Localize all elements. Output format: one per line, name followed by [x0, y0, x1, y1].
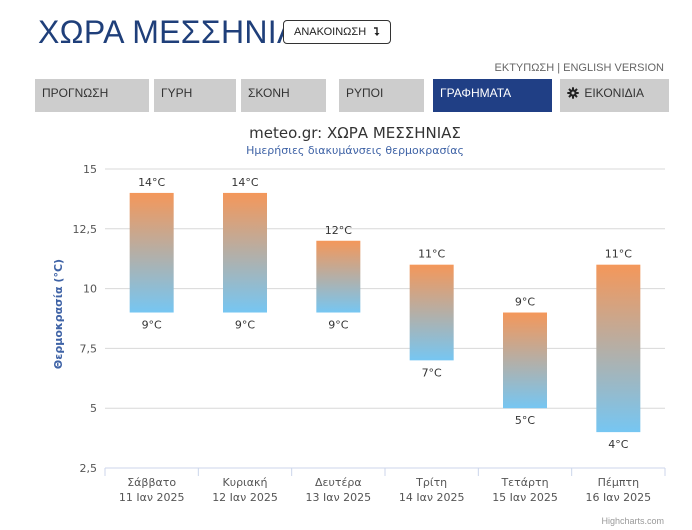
min-temp-label: 9°C — [235, 319, 255, 332]
x-tick-label-day: Κυριακή — [223, 476, 268, 489]
arrow-down-icon — [374, 27, 380, 36]
min-temp-label: 9°C — [142, 319, 162, 332]
temp-range-bar — [316, 240, 361, 313]
max-temp-label: 12°C — [325, 224, 352, 237]
temp-range-bar — [596, 264, 641, 433]
x-tick-label-date: 13 Ιαν 2025 — [306, 491, 372, 504]
announcement-button[interactable]: ΑΝΑΚΟΙΝΩΣΗ — [283, 20, 392, 44]
temp-range-bar — [129, 192, 174, 313]
y-tick-label: 12,5 — [73, 223, 98, 236]
gear-icon — [567, 87, 579, 99]
page-title: ΧΩΡΑ ΜΕΣΣΗΝΙΑΣ — [38, 14, 319, 50]
temperature-chart: meteo.gr: ΧΩΡΑ ΜΕΣΣΗΝΙΑΣ Ημερήσιες διακυ… — [52, 124, 666, 504]
y-tick-label: 7,5 — [80, 342, 98, 355]
print-link[interactable]: ΕΚΤΥΠΩΣΗ — [494, 62, 555, 74]
tab-label: ΓΡΑΦΗΜΑΤΑ — [440, 86, 512, 100]
y-tick-label: 2,5 — [80, 462, 98, 475]
x-tick-label-date: 16 Ιαν 2025 — [586, 491, 652, 504]
min-temp-label: 7°C — [422, 366, 442, 379]
max-temp-label: 11°C — [605, 248, 632, 261]
tab-pollen[interactable]: ΓΥΡΗ — [154, 79, 236, 112]
chart-credits[interactable]: Highcharts.com — [601, 516, 664, 526]
tab-label: ΣΚΟΝΗ — [248, 86, 290, 100]
tab-charts[interactable]: ΓΡΑΦΗΜΑΤΑ — [433, 79, 552, 112]
x-tick-label-day: Δευτέρα — [315, 476, 362, 489]
min-temp-label: 4°C — [608, 438, 628, 451]
y-tick-label: 10 — [83, 283, 97, 296]
min-temp-label: 9°C — [328, 319, 348, 332]
tab-icons[interactable]: ΕΙΚΟΝΙΔΙΑ — [560, 79, 669, 112]
x-tick-label-date: 15 Ιαν 2025 — [492, 491, 558, 504]
y-tick-label: 15 — [83, 163, 97, 176]
y-tick-label: 5 — [90, 402, 97, 415]
min-temp-label: 5°C — [515, 414, 535, 427]
temp-range-bar — [409, 264, 454, 361]
link-separator: | — [557, 62, 561, 74]
top-links: ΕΚΤΥΠΩΣΗ | ENGLISH VERSION — [495, 62, 664, 74]
tab-label: ΓΥΡΗ — [161, 86, 193, 100]
chart-title: meteo.gr: ΧΩΡΑ ΜΕΣΣΗΝΙΑΣ — [249, 124, 461, 142]
x-tick-label-day: Τετάρτη — [500, 476, 548, 489]
x-tick-label-day: Σάββατο — [127, 476, 176, 489]
x-tick-label-date: 11 Ιαν 2025 — [119, 491, 185, 504]
chart-subtitle: Ημερήσιες διακυμάνσεις θερμοκρασίας — [246, 144, 464, 157]
y-axis-title: Θερμοκρασία (°C) — [52, 259, 65, 369]
english-version-link[interactable]: ENGLISH VERSION — [563, 62, 664, 74]
x-tick-label-date: 14 Ιαν 2025 — [399, 491, 465, 504]
max-temp-label: 14°C — [231, 176, 258, 189]
chart-area: meteo.gr: ΧΩΡΑ ΜΕΣΣΗΝΙΑΣ Ημερήσιες διακυ… — [0, 118, 692, 530]
temp-range-bar — [503, 312, 547, 409]
max-temp-label: 14°C — [138, 176, 165, 189]
tab-label: ΡΥΠΟΙ — [346, 86, 384, 100]
announcement-label: ΑΝΑΚΟΙΝΩΣΗ — [294, 26, 367, 38]
tab-label: ΠΡΟΓΝΩΣΗ — [42, 86, 109, 100]
x-tick-label-day: Τρίτη — [415, 476, 447, 489]
tab-pollutants[interactable]: ΡΥΠΟΙ — [339, 79, 424, 112]
x-tick-label-day: Πέμπτη — [598, 476, 639, 489]
temp-range-bar — [223, 192, 267, 313]
max-temp-label: 9°C — [515, 296, 535, 309]
tab-forecast[interactable]: ΠΡΟΓΝΩΣΗ — [35, 79, 149, 112]
max-temp-label: 11°C — [418, 248, 445, 261]
tab-label: ΕΙΚΟΝΙΔΙΑ — [584, 86, 645, 100]
tab-dust[interactable]: ΣΚΟΝΗ — [241, 79, 326, 112]
x-tick-label-date: 12 Ιαν 2025 — [212, 491, 278, 504]
